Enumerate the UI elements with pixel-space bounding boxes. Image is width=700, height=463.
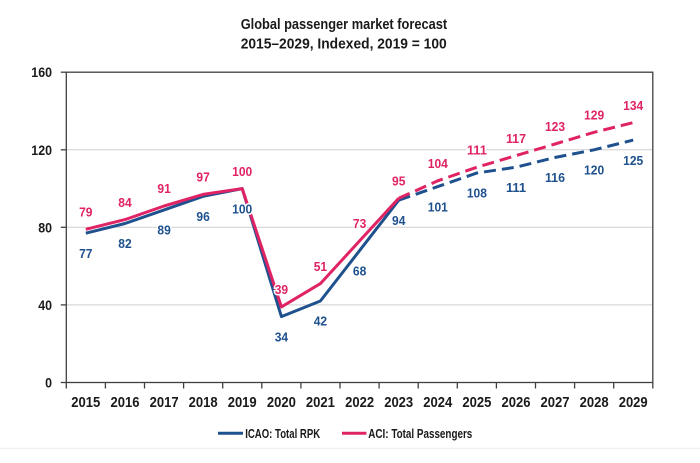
- svg-text:120: 120: [31, 142, 52, 158]
- svg-text:Global passenger market foreca: Global passenger market forecast: [241, 17, 448, 33]
- svg-text:2015: 2015: [71, 394, 100, 411]
- svg-text:84: 84: [118, 195, 132, 210]
- svg-text:108: 108: [467, 186, 487, 201]
- svg-text:80: 80: [38, 219, 52, 235]
- svg-text:94: 94: [392, 213, 406, 228]
- svg-text:125: 125: [623, 153, 643, 168]
- svg-text:2029: 2029: [619, 394, 648, 411]
- svg-text:123: 123: [545, 119, 565, 134]
- svg-text:89: 89: [157, 223, 170, 238]
- svg-text:116: 116: [545, 170, 565, 185]
- svg-text:0: 0: [45, 375, 52, 391]
- svg-text:2024: 2024: [423, 394, 453, 411]
- svg-text:117: 117: [506, 131, 526, 146]
- svg-text:134: 134: [623, 98, 644, 113]
- svg-text:111: 111: [506, 180, 526, 195]
- svg-text:79: 79: [79, 205, 92, 220]
- svg-text:95: 95: [392, 174, 405, 189]
- svg-text:42: 42: [314, 314, 327, 329]
- svg-text:160: 160: [31, 64, 52, 80]
- svg-text:2018: 2018: [189, 394, 218, 411]
- svg-text:2028: 2028: [580, 394, 609, 411]
- svg-text:51: 51: [314, 259, 327, 274]
- svg-text:2017: 2017: [150, 394, 179, 411]
- svg-text:39: 39: [275, 282, 288, 297]
- svg-text:2020: 2020: [267, 394, 296, 411]
- svg-text:104: 104: [428, 156, 449, 171]
- svg-text:2027: 2027: [541, 394, 570, 411]
- svg-text:2026: 2026: [502, 394, 531, 411]
- svg-text:34: 34: [275, 329, 289, 344]
- svg-text:100: 100: [232, 164, 252, 179]
- svg-text:2016: 2016: [111, 394, 140, 411]
- svg-text:2019: 2019: [228, 394, 257, 411]
- svg-text:2022: 2022: [345, 394, 374, 411]
- svg-text:2025: 2025: [462, 394, 491, 411]
- svg-text:ACI: Total Passengers: ACI: Total Passengers: [368, 427, 472, 441]
- svg-text:2021: 2021: [306, 394, 335, 411]
- svg-text:97: 97: [196, 170, 209, 185]
- svg-text:77: 77: [79, 246, 92, 261]
- svg-text:82: 82: [118, 236, 131, 251]
- svg-text:ICAO: Total RPK: ICAO: Total RPK: [245, 427, 320, 441]
- svg-text:129: 129: [584, 108, 604, 123]
- svg-text:68: 68: [353, 263, 366, 278]
- svg-text:91: 91: [157, 181, 170, 196]
- svg-text:40: 40: [38, 297, 52, 313]
- svg-text:2023: 2023: [384, 394, 413, 411]
- svg-text:2015–2029, Indexed, 2019 = 100: 2015–2029, Indexed, 2019 = 100: [241, 37, 447, 53]
- svg-text:100: 100: [232, 201, 252, 216]
- svg-text:120: 120: [584, 163, 604, 178]
- svg-text:73: 73: [353, 216, 366, 231]
- svg-text:96: 96: [196, 209, 209, 224]
- svg-text:111: 111: [467, 142, 487, 157]
- svg-text:101: 101: [428, 199, 448, 214]
